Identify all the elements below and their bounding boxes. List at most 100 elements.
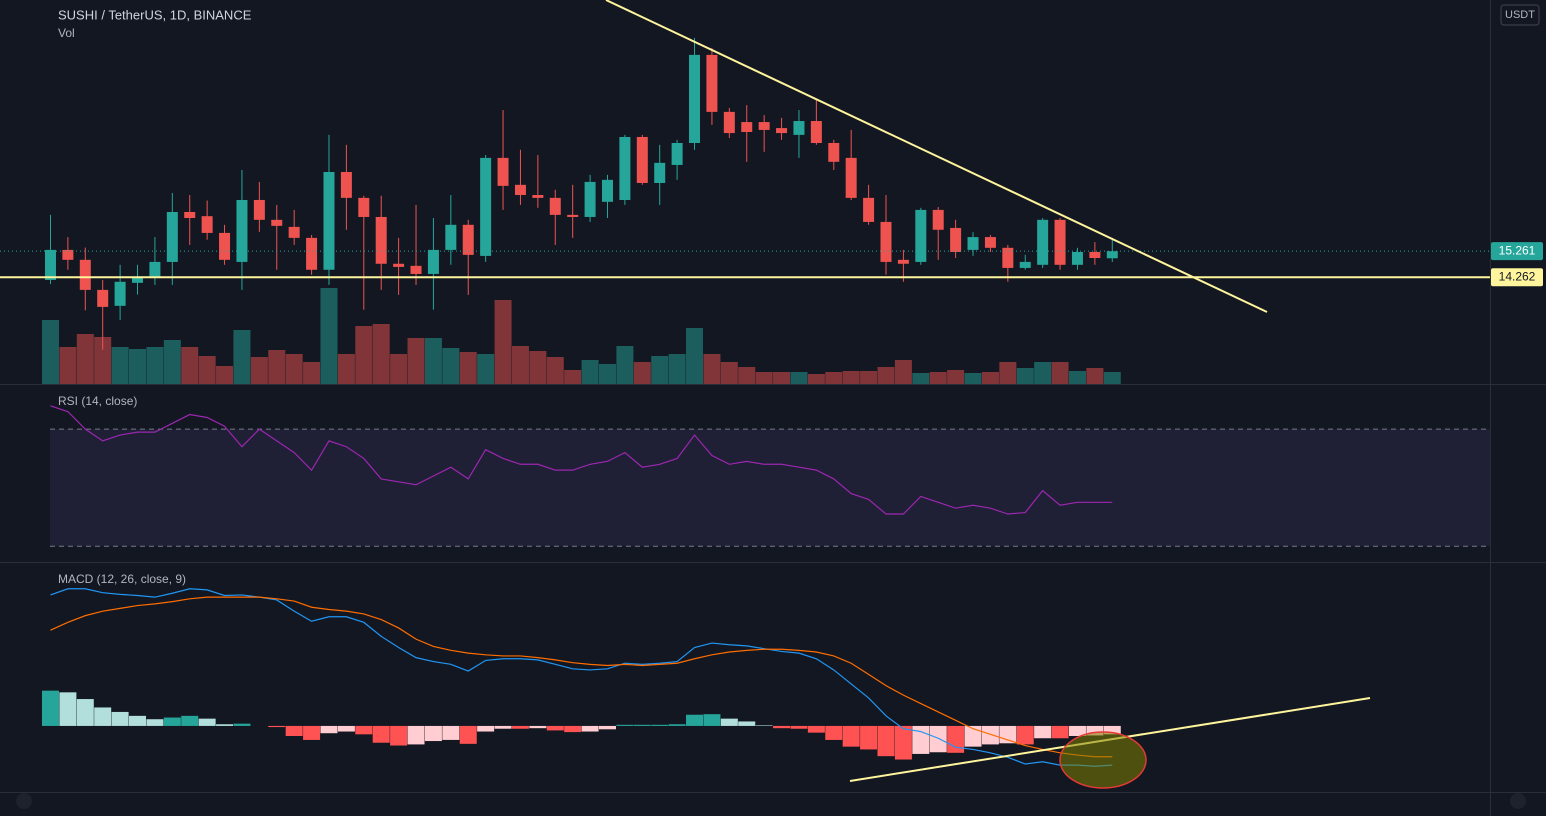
macd-histogram-bar (494, 725, 512, 729)
volume-bar (216, 366, 234, 384)
volume-bar (773, 372, 791, 384)
volume-bar (947, 370, 965, 384)
volume-bar (755, 372, 773, 384)
candle-body (219, 232, 231, 260)
macd-histogram-bar (41, 690, 59, 726)
candle-body (897, 259, 909, 264)
macd-histogram-bar (686, 714, 704, 726)
macd-histogram-bar (111, 711, 129, 726)
candle-body (1054, 219, 1066, 265)
candle-body (863, 197, 875, 222)
volume-bar (76, 334, 94, 384)
volume-bar (442, 348, 460, 384)
candle-body (845, 157, 857, 198)
candle-body (462, 224, 474, 255)
candle-body (427, 249, 439, 274)
auto-button[interactable] (1510, 793, 1526, 809)
candle-body (1002, 247, 1014, 268)
rsi-band (50, 429, 1490, 547)
volume-bar (337, 354, 355, 384)
last-price-label: 15.261 (1499, 243, 1536, 257)
candle-body (601, 179, 613, 202)
macd-histogram-bar (964, 725, 982, 747)
macd-histogram-bar (372, 725, 390, 743)
volume-bar (999, 362, 1017, 384)
volume-bar (111, 347, 129, 384)
candle-body (689, 54, 701, 143)
volume-bar (825, 372, 843, 384)
candle-body (62, 249, 74, 260)
candle-body (253, 199, 265, 220)
candle-body (706, 54, 718, 112)
macd-histogram-bar (1051, 725, 1069, 739)
macd-histogram-bar (860, 725, 878, 750)
volume-bar (964, 373, 982, 384)
candle-body (79, 259, 91, 290)
macd-histogram-bar (1034, 725, 1052, 739)
candle-body (1037, 219, 1049, 265)
trend-line (605, 0, 1268, 313)
volume-bar (233, 330, 251, 384)
candle-body (480, 157, 492, 256)
volume-bar (1086, 368, 1104, 384)
volume-bar (616, 346, 634, 384)
volume-bar (355, 326, 373, 384)
volume-label[interactable]: Vol (58, 26, 75, 40)
candle-body (723, 111, 735, 134)
macd-histogram-bar (216, 724, 234, 726)
macd-histogram-bar (181, 715, 199, 726)
macd-histogram-bar (738, 721, 756, 726)
macd-histogram-bar (546, 725, 564, 731)
candle-body (393, 263, 405, 267)
volume-bar (877, 367, 895, 384)
macd-histogram-bar (337, 725, 355, 732)
macd-histogram-bar (947, 725, 965, 753)
macd-histogram-bar (442, 725, 460, 740)
macd-histogram-bar (529, 725, 547, 729)
macd-histogram-bar (163, 717, 181, 726)
macd-histogram-bar (1068, 725, 1086, 737)
volume-bar (459, 352, 477, 384)
volume-bar (303, 362, 321, 384)
last-price-badge (1491, 242, 1543, 261)
macd-histogram-bar (807, 725, 825, 733)
candle-body (776, 128, 788, 134)
volume-bar (59, 347, 77, 384)
candle-body (132, 277, 144, 283)
macd-histogram-bar (755, 725, 773, 726)
volume-bar (390, 354, 408, 384)
symbol-title[interactable]: SUSHI / TetherUS, 1D, BINANCE (58, 7, 252, 22)
candle-body (149, 261, 161, 278)
candle-body (619, 136, 631, 200)
macd-histogram-bar (651, 724, 669, 726)
candle-body (97, 289, 109, 307)
macd-histogram-bar (564, 725, 582, 733)
macd-histogram-bar (268, 725, 286, 728)
volume-bar (320, 288, 338, 384)
volume-bar (1034, 362, 1052, 384)
candle-body (932, 209, 944, 230)
currency[interactable]: USDT (1505, 9, 1535, 21)
candle-body (497, 157, 509, 186)
volume-bar (912, 373, 930, 384)
volume-bar (407, 338, 425, 384)
volume-bar (285, 354, 303, 384)
candle-body (828, 142, 840, 162)
volume-bar (929, 372, 947, 384)
macd-histogram-bar (1016, 725, 1034, 745)
candle-body (758, 122, 770, 130)
volume-bar (807, 374, 825, 384)
rsi-title[interactable]: RSI (14, close) (58, 394, 137, 408)
candle-body (44, 249, 56, 280)
macd-title[interactable]: MACD (12, 26, close, 9) (58, 572, 186, 586)
candle-body (340, 172, 352, 198)
macd-histogram-bar (999, 725, 1017, 744)
macd-histogram-bar (668, 724, 686, 726)
candle-body (880, 221, 892, 262)
currency-badge[interactable] (1500, 4, 1540, 26)
volume-bar (129, 349, 147, 384)
volume-bar (546, 357, 564, 384)
zoom-button[interactable] (16, 793, 32, 809)
